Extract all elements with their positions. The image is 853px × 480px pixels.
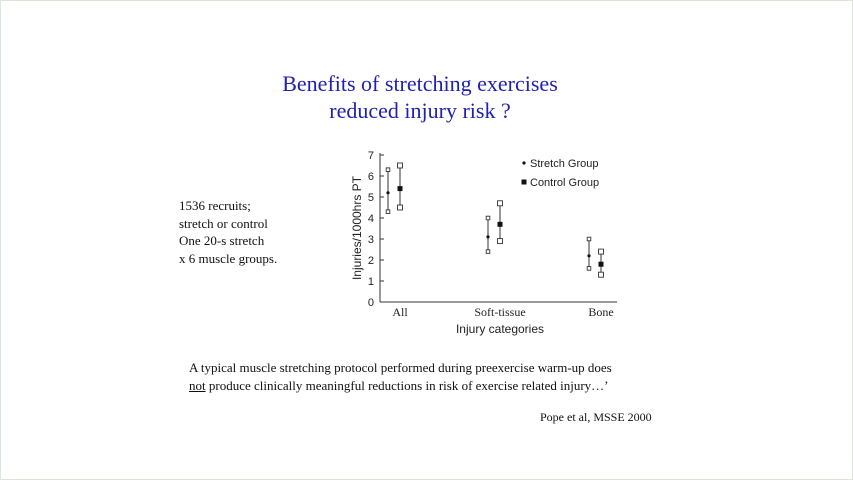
y-tick-label: 7	[368, 150, 374, 162]
x-category-label: Soft-tissue	[474, 305, 525, 319]
error-cap-upper	[385, 167, 391, 172]
error-cap-lower	[397, 204, 403, 211]
chart-axes	[379, 153, 617, 303]
slide-canvas	[160, 46, 680, 438]
error-cap-lower	[485, 249, 491, 254]
note-line-2: stretch or control	[179, 215, 268, 231]
quote-part-1: A typical muscle stretching protocol per…	[189, 360, 612, 375]
y-tick-label: 3	[368, 234, 374, 246]
y-tick-label: 1	[368, 276, 374, 288]
error-cap-lower	[586, 266, 592, 271]
stretch-point	[386, 191, 390, 195]
note-line-3: One 20-s stretch	[179, 233, 265, 248]
y-axis-label: Injuries/1000hrs PT	[350, 175, 364, 280]
y-tick-label: 0	[368, 297, 374, 309]
error-cap-lower	[385, 209, 391, 214]
chart-legend: Stretch Group Control Group	[521, 158, 599, 189]
y-tick-label: 4	[368, 213, 374, 225]
quote-underlined-word: not	[189, 378, 206, 393]
y-tick-label: 6	[368, 171, 374, 183]
error-cap-upper	[586, 236, 592, 242]
error-cap-upper	[485, 215, 491, 221]
x-axis-label: Injury categories	[456, 322, 544, 336]
legend-label: Control Group	[530, 177, 599, 189]
slide-title: Benefits of stretching exercises reduced…	[160, 70, 680, 124]
stretch-point	[486, 235, 490, 239]
error-cap-upper	[598, 248, 604, 255]
study-conclusion: A typical muscle stretching protocol per…	[189, 359, 669, 395]
error-cap-upper	[497, 200, 503, 207]
title-line-2: reduced injury risk ?	[329, 98, 511, 123]
legend-label: Stretch Group	[530, 158, 598, 170]
note-line-4: x 6 muscle groups.	[179, 250, 278, 266]
x-category-label: All	[392, 305, 408, 319]
error-cap-lower	[598, 271, 604, 278]
quote-part-2: produce clinically meaningful reductions…	[205, 378, 609, 393]
legend-stretch-marker	[522, 161, 526, 165]
stretch-point	[587, 254, 591, 258]
control-point	[497, 221, 503, 227]
y-tick-label: 5	[368, 192, 374, 204]
note-line-1: 1536 recruits;	[179, 198, 251, 213]
x-category-label: Bone	[588, 305, 613, 319]
y-ticks: 0 1 2 3 4 5 6 7	[368, 150, 384, 309]
citation: Pope et al, MSSE 2000	[540, 410, 652, 424]
control-point	[397, 186, 403, 192]
data-marks	[385, 162, 604, 278]
study-notes: 1536 recruits; stretch or control One 20…	[179, 197, 277, 267]
control-point	[598, 261, 604, 267]
error-cap-lower	[497, 238, 503, 245]
x-categories: All Soft-tissue Bone	[392, 305, 613, 319]
error-cap-upper	[397, 162, 403, 169]
title-line-1: Benefits of stretching exercises	[282, 71, 558, 96]
legend-control-marker	[521, 179, 527, 185]
y-tick-label: 2	[368, 255, 374, 267]
